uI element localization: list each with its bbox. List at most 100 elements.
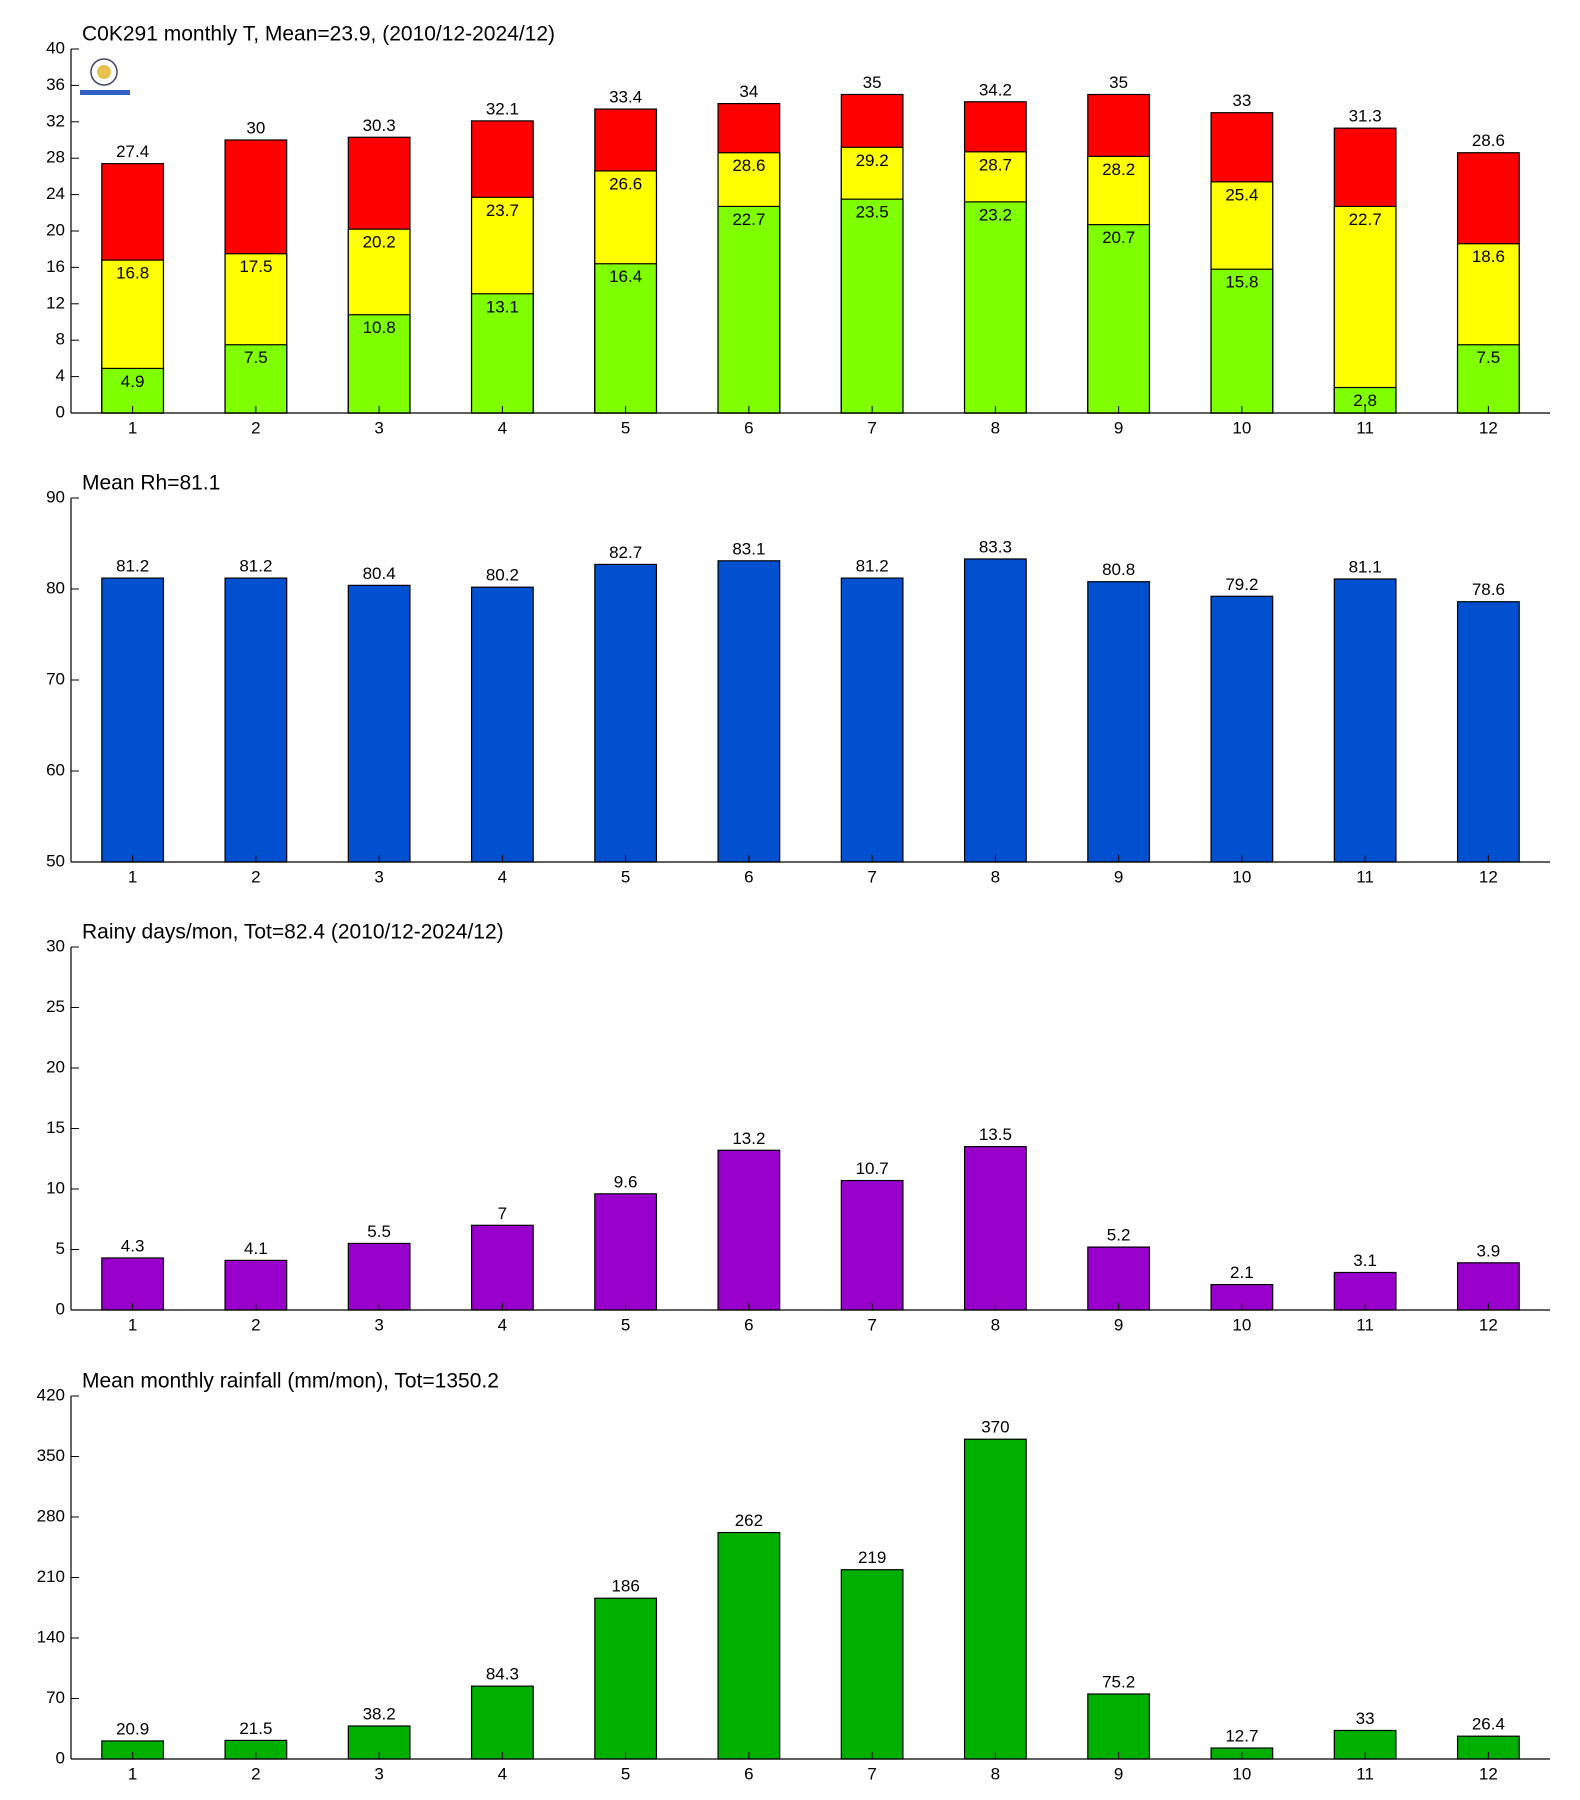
bar xyxy=(594,263,658,414)
x-tick-label: 11 xyxy=(1356,1764,1374,1783)
bar xyxy=(594,1193,658,1311)
data-label: 13.1 xyxy=(486,297,519,316)
x-tick-label: 6 xyxy=(744,1315,753,1334)
y-tick-label: 80 xyxy=(46,578,65,597)
data-label: 81.2 xyxy=(856,557,889,576)
x-tick-label: 9 xyxy=(1114,867,1123,886)
data-label: 3.1 xyxy=(1353,1251,1377,1270)
x-tick-label: 2 xyxy=(251,867,260,886)
data-label: 28.6 xyxy=(1472,131,1505,150)
x-tick-label: 4 xyxy=(498,418,507,437)
bar xyxy=(347,1242,411,1311)
y-tick-label: 30 xyxy=(46,936,65,955)
data-label: 13.5 xyxy=(979,1125,1012,1144)
data-label: 83.3 xyxy=(979,537,1012,556)
x-tick-label: 10 xyxy=(1232,1764,1251,1783)
data-label: 10.7 xyxy=(856,1159,889,1178)
y-tick-label: 20 xyxy=(46,1057,65,1076)
bar xyxy=(101,367,165,414)
data-label: 20.7 xyxy=(1102,228,1135,247)
data-label: 80.8 xyxy=(1102,560,1135,579)
data-label: 17.5 xyxy=(239,257,272,276)
bar xyxy=(1087,581,1151,863)
data-label: 16.4 xyxy=(609,267,642,286)
data-label: 10.8 xyxy=(363,318,396,337)
data-label: 80.4 xyxy=(363,564,396,583)
bar xyxy=(840,198,904,414)
x-tick-label: 9 xyxy=(1114,1764,1123,1783)
x-tick-label: 3 xyxy=(374,418,383,437)
x-tick-label: 3 xyxy=(374,1764,383,1783)
bar xyxy=(717,1149,781,1311)
y-tick-label: 140 xyxy=(37,1627,65,1646)
data-label: 18.6 xyxy=(1472,247,1505,266)
x-tick-label: 5 xyxy=(621,1764,630,1783)
data-label: 13.2 xyxy=(732,1129,765,1148)
x-tick-label: 2 xyxy=(251,1764,260,1783)
x-tick-label: 8 xyxy=(991,1764,1000,1783)
y-tick-label: 350 xyxy=(37,1446,65,1465)
bar xyxy=(101,577,165,863)
bar xyxy=(1087,1693,1151,1760)
data-label: 20.9 xyxy=(116,1719,149,1738)
data-label: 186 xyxy=(611,1577,639,1596)
bar xyxy=(1333,205,1397,414)
x-tick-label: 9 xyxy=(1114,418,1123,437)
x-tick-label: 5 xyxy=(621,1315,630,1334)
data-label: 12.7 xyxy=(1225,1727,1258,1746)
y-tick-label: 15 xyxy=(46,1118,65,1137)
x-tick-label: 10 xyxy=(1232,1315,1251,1334)
data-label: 15.8 xyxy=(1225,273,1258,292)
x-tick-label: 8 xyxy=(991,418,1000,437)
data-label: 20.2 xyxy=(363,233,396,252)
x-tick-label: 6 xyxy=(744,1764,753,1783)
data-label: 16.8 xyxy=(116,264,149,283)
data-label: 2.8 xyxy=(1353,391,1377,410)
y-tick-label: 8 xyxy=(56,330,65,349)
y-tick-label: 10 xyxy=(46,1178,65,1197)
y-tick-label: 28 xyxy=(46,148,65,167)
data-label: 35 xyxy=(1109,73,1128,92)
x-tick-label: 11 xyxy=(1356,1315,1374,1334)
data-label: 25.4 xyxy=(1225,185,1258,204)
bar xyxy=(224,344,288,414)
data-label: 3.9 xyxy=(1477,1241,1501,1260)
bar xyxy=(840,577,904,863)
bar xyxy=(594,563,658,863)
y-tick-label: 70 xyxy=(46,669,65,688)
bar xyxy=(470,293,534,414)
data-label: 370 xyxy=(981,1418,1009,1437)
y-tick-label: 420 xyxy=(37,1385,65,1404)
bar xyxy=(470,586,534,863)
x-tick-label: 12 xyxy=(1479,1764,1498,1783)
chart-title: Mean Rh=81.1 xyxy=(82,472,220,495)
x-tick-label: 11 xyxy=(1356,418,1374,437)
data-label: 80.2 xyxy=(486,566,519,585)
data-label: 28.6 xyxy=(732,156,765,175)
x-tick-label: 10 xyxy=(1232,867,1251,886)
data-label: 34.2 xyxy=(979,80,1012,99)
x-tick-label: 4 xyxy=(498,867,507,886)
data-label: 7 xyxy=(498,1204,507,1223)
bar xyxy=(840,1569,904,1760)
data-label: 21.5 xyxy=(239,1719,272,1738)
data-label: 33.4 xyxy=(609,88,642,107)
bar xyxy=(470,1224,534,1311)
data-label: 30 xyxy=(246,118,265,137)
data-label: 31.3 xyxy=(1349,107,1382,126)
bar xyxy=(963,201,1027,414)
bar xyxy=(840,1179,904,1311)
data-label: 79.2 xyxy=(1225,575,1258,594)
bar xyxy=(1087,1246,1151,1311)
x-tick-label: 10 xyxy=(1232,418,1251,437)
y-tick-label: 36 xyxy=(46,75,65,94)
data-label: 219 xyxy=(858,1548,886,1567)
x-tick-label: 12 xyxy=(1479,867,1498,886)
data-label: 262 xyxy=(735,1511,763,1530)
data-label: 7.5 xyxy=(1477,348,1501,367)
y-tick-label: 4 xyxy=(56,366,65,385)
x-tick-label: 6 xyxy=(744,418,753,437)
data-label: 35 xyxy=(863,73,882,92)
bar xyxy=(1210,268,1274,414)
